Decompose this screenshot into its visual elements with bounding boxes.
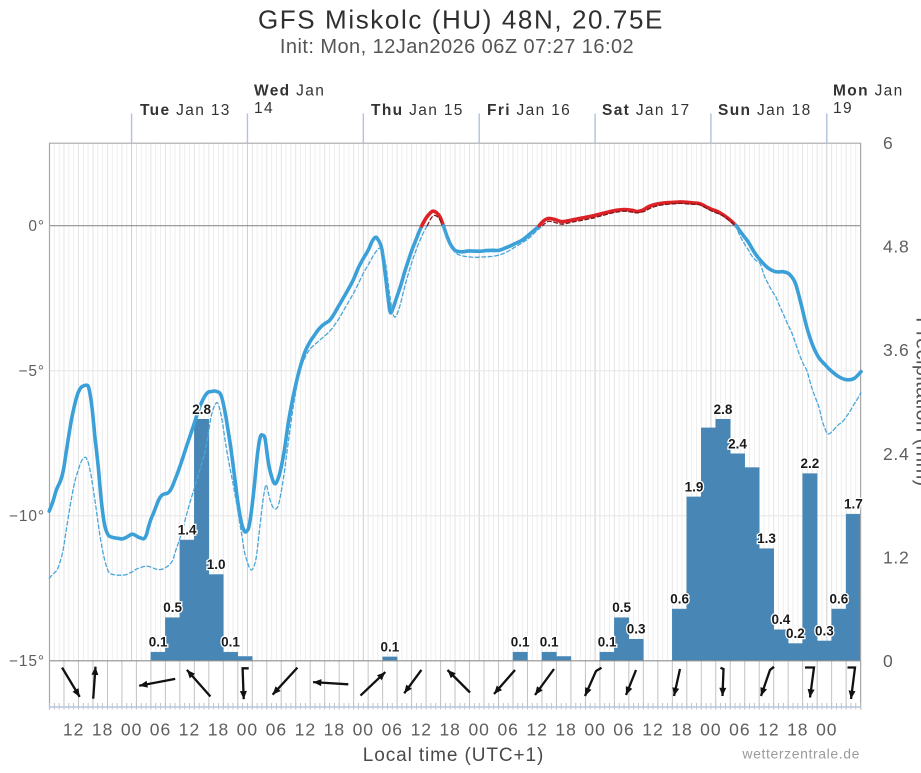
svg-text:00: 00 [816,720,837,740]
svg-text:06: 06 [150,720,171,740]
svg-text:0.3: 0.3 [627,622,646,637]
svg-text:00: 00 [353,720,374,740]
svg-text:0.4: 0.4 [772,612,791,627]
svg-text:0.6: 0.6 [670,592,689,607]
svg-text:−15°: −15° [9,653,45,670]
svg-text:18: 18 [671,720,692,740]
svg-text:wetterzentrale.de: wetterzentrale.de [741,746,860,762]
svg-text:4.8: 4.8 [883,237,909,257]
svg-text:06: 06 [266,720,287,740]
svg-text:Tue Jan 13: Tue Jan 13 [140,102,231,119]
svg-text:Init: Mon, 12Jan2026 06Z 07:27: Init: Mon, 12Jan2026 06Z 07:27 16:02 [280,36,634,58]
svg-text:0.5: 0.5 [163,600,182,615]
svg-text:Thu Jan 15: Thu Jan 15 [371,102,464,119]
svg-text:0.1: 0.1 [598,635,617,650]
svg-text:0.1: 0.1 [221,635,240,650]
svg-text:1.2: 1.2 [883,547,909,567]
svg-text:0.1: 0.1 [381,639,400,654]
svg-text:2.2: 2.2 [801,456,820,471]
svg-text:06: 06 [382,720,403,740]
svg-text:12: 12 [179,720,200,740]
svg-text:Local time (UTC+1): Local time (UTC+1) [363,745,544,766]
svg-text:00: 00 [700,720,721,740]
svg-text:2.8: 2.8 [714,402,733,417]
svg-text:00: 00 [468,720,489,740]
svg-text:12: 12 [411,720,432,740]
svg-text:18: 18 [787,720,808,740]
svg-text:00: 00 [237,720,258,740]
svg-text:GFS Miskolc (HU) 48N, 20.75E: GFS Miskolc (HU) 48N, 20.75E [258,5,664,35]
svg-text:3.6: 3.6 [883,340,909,360]
svg-text:2.8: 2.8 [192,402,211,417]
svg-text:Fri Jan 16: Fri Jan 16 [487,102,571,119]
svg-text:06: 06 [729,720,750,740]
svg-text:19: 19 [833,100,853,117]
svg-text:18: 18 [324,720,345,740]
svg-text:12: 12 [295,720,316,740]
svg-text:2.4: 2.4 [883,444,909,464]
svg-text:12: 12 [526,720,547,740]
svg-text:6: 6 [883,133,893,153]
svg-text:0.1: 0.1 [149,635,168,650]
svg-text:12: 12 [642,720,663,740]
svg-text:00: 00 [121,720,142,740]
svg-text:Wed Jan: Wed Jan [254,83,325,100]
svg-text:1.0: 1.0 [207,557,226,572]
svg-text:0.1: 0.1 [511,635,530,650]
svg-text:1.9: 1.9 [685,479,704,494]
svg-text:2.4: 2.4 [728,436,747,451]
svg-text:0.5: 0.5 [612,600,631,615]
svg-text:0.3: 0.3 [815,624,834,639]
svg-text:06: 06 [613,720,634,740]
svg-text:Mon Jan: Mon Jan [833,83,904,100]
svg-text:18: 18 [555,720,576,740]
svg-text:−10°: −10° [9,508,45,525]
svg-text:0.1: 0.1 [540,635,559,650]
svg-text:Precipitation (mm): Precipitation (mm) [912,317,921,486]
svg-text:12: 12 [758,720,779,740]
svg-text:0.2: 0.2 [786,626,805,641]
svg-text:18: 18 [439,720,460,740]
svg-text:Sun Jan 18: Sun Jan 18 [718,102,812,119]
svg-text:18: 18 [208,720,229,740]
svg-text:1.7: 1.7 [844,497,863,512]
svg-text:0.6: 0.6 [830,592,849,607]
svg-text:18: 18 [92,720,113,740]
svg-text:14: 14 [254,100,274,117]
svg-text:06: 06 [497,720,518,740]
svg-text:1.4: 1.4 [178,523,197,538]
svg-text:00: 00 [584,720,605,740]
svg-text:12: 12 [63,720,84,740]
svg-text:Sat Jan 17: Sat Jan 17 [602,102,690,119]
svg-text:−5°: −5° [18,363,45,380]
svg-text:0: 0 [883,651,893,671]
svg-text:1.3: 1.3 [757,531,776,546]
svg-text:0°: 0° [28,218,45,235]
